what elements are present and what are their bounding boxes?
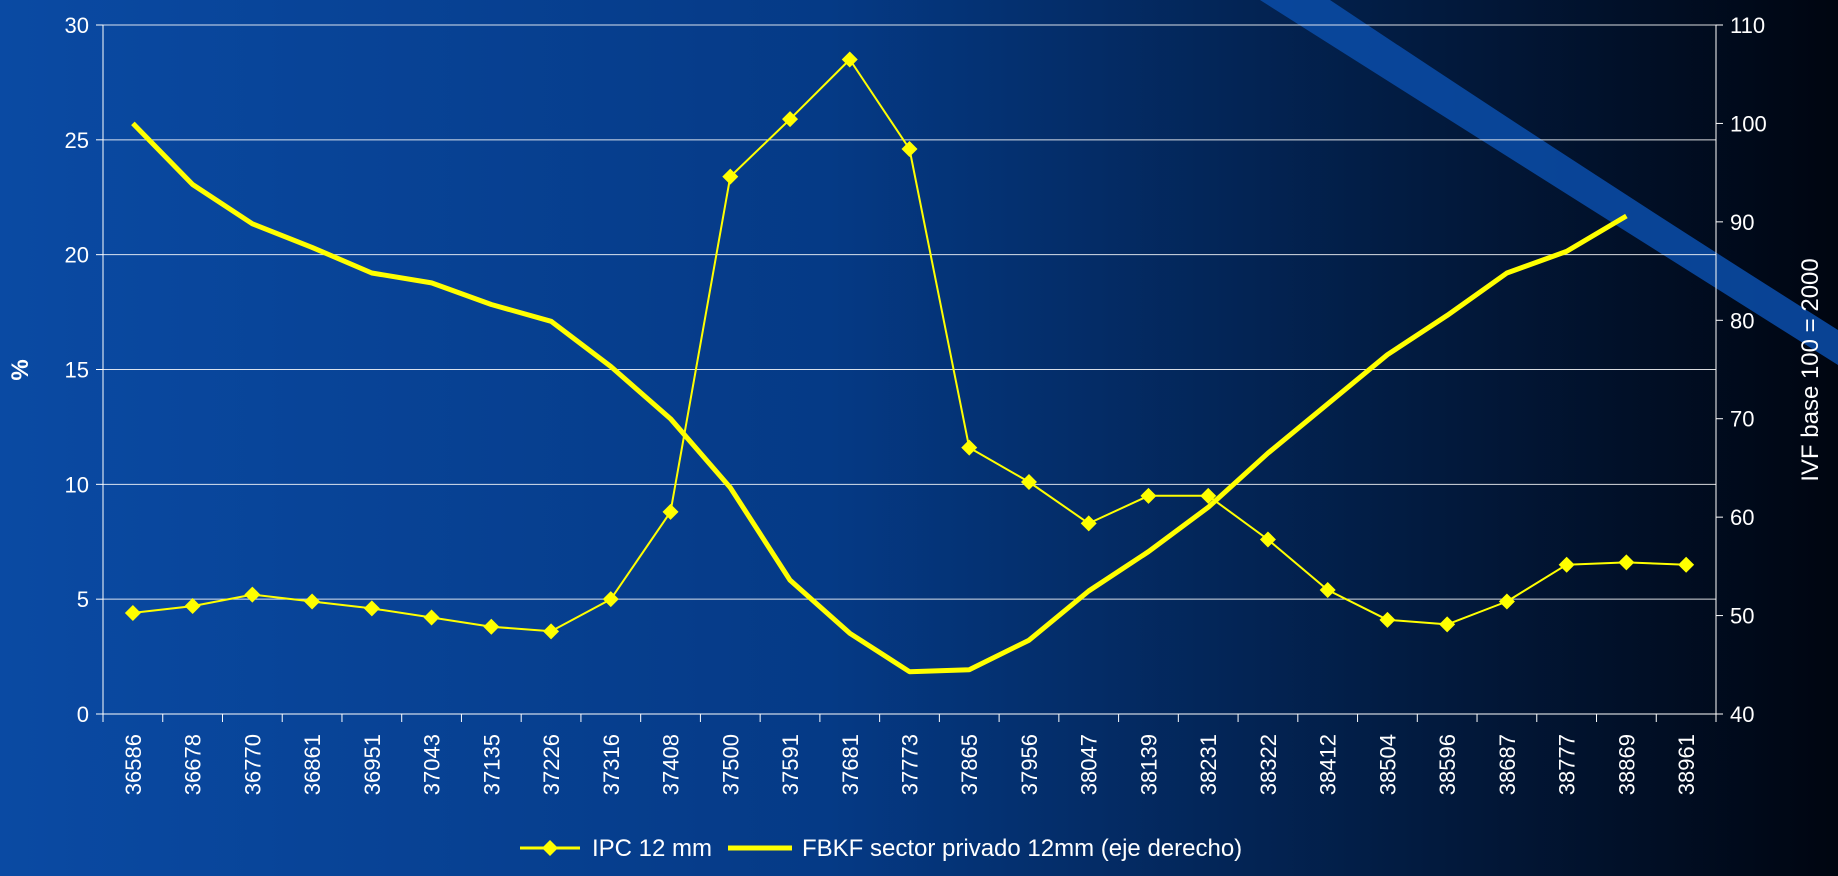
x-tick-label: 36678 [181,734,206,795]
data-point-ipc [1439,616,1456,633]
data-point-ipc [722,168,739,185]
y2-tick-label: 110 [1730,13,1765,38]
x-tick-label: 38869 [1614,734,1639,795]
data-point-ipc [782,111,799,128]
x-tick-label: 38047 [1077,734,1102,795]
data-point-ipc [961,439,978,456]
y2-axis-title: IVF base 100 = 2000 [1797,258,1824,482]
y-tick-label: 0 [77,702,89,727]
data-point-ipc [1618,554,1635,571]
x-tick-label: 38322 [1256,734,1281,795]
y2-tick-label: 70 [1730,407,1754,432]
x-tick-label: 37408 [659,734,684,795]
y-axis-title: % [7,359,34,380]
x-tick-label: 38139 [1136,734,1161,795]
x-tick-label: 36861 [300,734,325,795]
data-point-ipc [304,593,321,610]
y-tick-label: 10 [65,472,89,497]
x-tick-label: 37956 [1017,734,1042,795]
x-tick-label: 37865 [957,734,982,795]
x-tick-label: 37135 [479,734,504,795]
y2-tick-label: 80 [1730,308,1754,333]
x-tick-label: 38687 [1495,734,1520,795]
x-tick-label: 36770 [240,734,265,795]
x-tick-label: 36586 [121,734,146,795]
x-tick-label: 38961 [1674,734,1699,795]
x-tick-label: 38504 [1375,734,1400,795]
x-tick-label: 38596 [1435,734,1460,795]
legend-label-fbkf: FBKF sector privado 12mm (eje derecho) [802,835,1242,862]
y-tick-label: 5 [77,587,89,612]
data-point-ipc [1379,611,1396,628]
data-point-ipc [602,591,619,608]
y2-tick-label: 90 [1730,210,1754,235]
data-point-ipc [184,598,201,615]
data-point-ipc [1558,556,1575,573]
y2-tick-label: 60 [1730,505,1754,530]
legend-label-ipc: IPC 12 mm [592,835,712,862]
x-tick-label: 37316 [599,734,624,795]
legend-marker-ipc [542,840,558,856]
x-axis-ticks: 36586 36678 36770 36861 36951 37043 37135 37226… [102,714,1717,795]
x-tick-label: 37226 [539,734,564,795]
data-point-ipc [483,618,500,635]
x-tick-label: 37681 [838,734,863,795]
data-point-ipc [1498,593,1515,610]
grid-lines [103,24,1716,600]
data-point-ipc [1259,531,1276,548]
data-point-ipc [543,623,560,640]
x-tick-label: 37773 [898,734,923,795]
x-tick-label: 37591 [778,734,803,795]
data-point-ipc [841,51,858,68]
data-point-ipc [363,600,380,617]
x-tick-label: 38777 [1555,734,1580,795]
y2-tick-label: 50 [1730,604,1754,629]
y2-tick-label: 100 [1730,111,1767,136]
y-tick-label: 15 [65,358,89,383]
y-tick-label: 25 [65,128,89,153]
data-point-ipc [662,503,679,520]
data-point-ipc [124,604,141,621]
data-point-ipc [1678,556,1695,573]
y2-axis-ticks: 40 50 60 70 80 90 100 110 [1716,13,1767,727]
y2-tick-label: 40 [1730,702,1754,727]
x-tick-label: 37500 [718,734,743,795]
x-tick-label: 36951 [360,734,385,795]
data-point-ipc [901,141,918,158]
x-tick-label: 38231 [1196,734,1221,795]
y-axis-ticks: 0 5 10 15 20 25 30 [65,13,103,727]
data-point-ipc [244,586,261,603]
x-tick-label: 37043 [420,734,445,795]
data-point-ipc [1020,474,1037,491]
series-line-fbkf [131,121,1628,675]
y-tick-label: 20 [65,243,89,268]
legend: IPC 12 mm FBKF sector privado 12mm (eje … [520,835,1242,862]
data-point-ipc [1140,487,1157,504]
data-point-ipc [1319,581,1336,598]
data-point-ipc [1200,487,1217,504]
y-tick-label: 30 [65,13,89,38]
data-point-ipc [1080,515,1097,532]
data-point-ipc [423,609,440,626]
series-markers [124,51,1695,640]
x-tick-label: 38412 [1316,734,1341,795]
